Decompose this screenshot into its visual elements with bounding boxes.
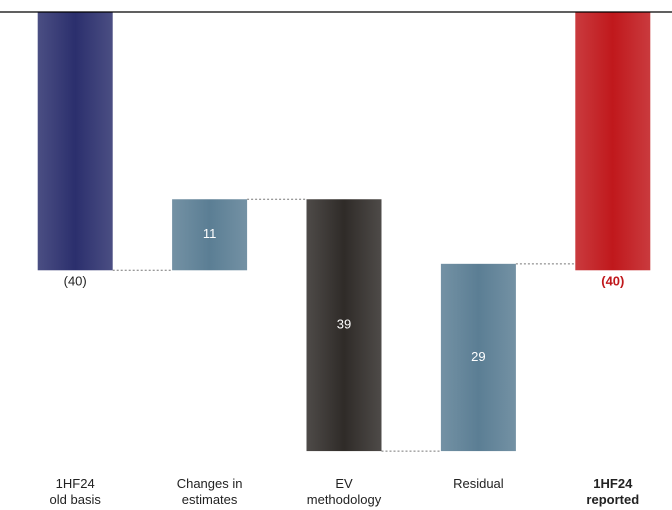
bar bbox=[575, 12, 651, 271]
bar bbox=[172, 199, 248, 271]
x-tick-label: 1HF24 reported bbox=[586, 476, 640, 507]
x-tick-label: 1HF24 old basis bbox=[49, 476, 101, 507]
value-label: (40) bbox=[64, 274, 87, 289]
x-tick-label: EV methodology bbox=[306, 476, 382, 507]
x-tick-label: Residual bbox=[453, 476, 504, 491]
value-label: 39 bbox=[337, 317, 351, 332]
value-label: (40) bbox=[601, 274, 624, 289]
bar bbox=[440, 263, 516, 452]
value-label: 11 bbox=[203, 226, 217, 241]
bar bbox=[37, 12, 113, 271]
value-label: 29 bbox=[471, 349, 485, 364]
x-tick-label: Changes in estimates bbox=[176, 476, 243, 507]
bar bbox=[306, 199, 382, 452]
